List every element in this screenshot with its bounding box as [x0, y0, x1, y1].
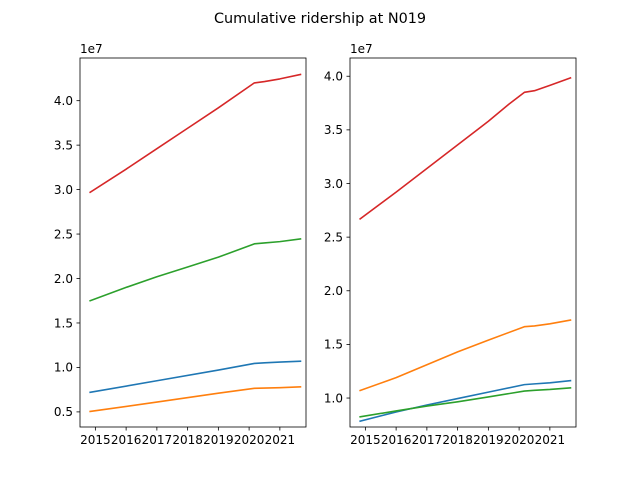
x-tick-label: 2020: [504, 433, 535, 447]
figure-title: Cumulative ridership at N019: [214, 11, 426, 27]
series-line-4: [359, 76, 572, 221]
y-tick-label: 3.5: [54, 138, 73, 152]
y-tick-label: 1.0: [324, 391, 343, 405]
y-tick-label: 3.5: [324, 123, 343, 137]
x-tick-label: 2019: [473, 433, 504, 447]
y-tick-label: 1.5: [54, 316, 73, 330]
x-tick-label: 2017: [412, 433, 443, 447]
x-tick-label: 2017: [142, 433, 173, 447]
y-tick-label: 1.0: [54, 361, 73, 375]
x-tick-label: 2019: [203, 433, 234, 447]
x-tick-label: 2016: [111, 433, 142, 447]
x-tick-label: 2018: [442, 433, 473, 447]
y-tick-label: 4.0: [54, 94, 73, 108]
x-tick-label: 2018: [172, 433, 203, 447]
x-tick-label: 2020: [234, 433, 265, 447]
axes-frame: [79, 57, 307, 428]
x-tick-label: 2015: [80, 433, 111, 447]
left-subplot: 2015 2016 2017 2018 2019 2020 2021 0.5 1.0 1.5 2.0…: [54, 42, 307, 447]
series-line-3: [89, 238, 302, 302]
series-line-2: [89, 385, 302, 413]
y-tick-label: 2.0: [54, 272, 73, 286]
y-tick-label: 2.0: [324, 284, 343, 298]
y-tick-label: 1.5: [324, 338, 343, 352]
series-line-2: [359, 319, 572, 392]
x-tick-label: 2016: [381, 433, 412, 447]
series-line-4: [89, 73, 302, 194]
x-tick-label: 2015: [350, 433, 381, 447]
series-line-1: [89, 360, 302, 394]
y-offset-label: 1e7: [350, 42, 373, 56]
y-tick-label: 2.5: [54, 227, 73, 241]
x-tick-label: 2021: [265, 433, 296, 447]
y-tick-label: 3.0: [324, 177, 343, 191]
series-line-3: [359, 386, 572, 418]
axes-frame: [349, 57, 577, 428]
y-tick-label: 2.5: [324, 230, 343, 244]
right-subplot: 2015 2016 2017 2018 2019 2020 2021 1.0 1.5 2.0 2.5…: [324, 42, 577, 447]
y-tick-label: 3.0: [54, 183, 73, 197]
y-tick-label: 0.5: [54, 405, 73, 419]
y-tick-label: 4.0: [324, 70, 343, 84]
x-tick-label: 2021: [535, 433, 566, 447]
y-offset-label: 1e7: [80, 42, 103, 56]
